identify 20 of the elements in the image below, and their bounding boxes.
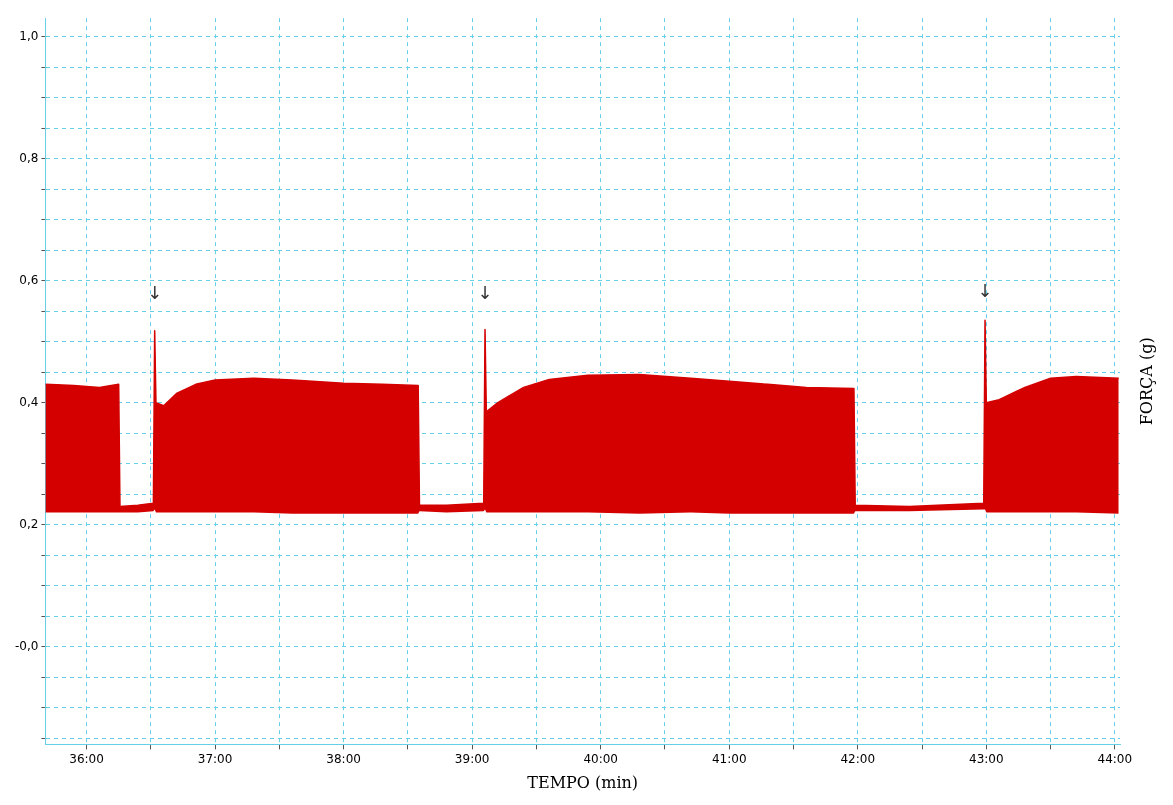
annotation: ↓ [477,282,493,304]
y-tick-label: 0,8 [19,150,39,165]
x-tick-label: 40:00 [583,751,618,766]
y-axis-title: FORÇA (g) [1137,337,1157,426]
x-tick-label: 37:00 [197,751,233,766]
y-tick-label: 0,2 [19,516,39,531]
x-tick-label: 36:00 [69,751,104,766]
annotation: ↓ [147,282,163,304]
x-tick-label: 44:00 [1097,751,1133,766]
x-tick-label: 38:00 [326,751,361,766]
y-tick-label: 0,4 [19,394,39,409]
annotation: ↓ [977,279,993,301]
y-tick-label: -0,0 [14,638,39,653]
x-tick-label: 39:00 [454,751,490,766]
y-tick-label: 1,0 [19,28,39,43]
y-tick-label: 0,6 [19,272,39,287]
x-axis-title: TEMPO (min) [527,772,639,792]
x-tick-label: 43:00 [969,751,1004,766]
x-tick-label: 41:00 [711,751,747,766]
x-tick-label: 42:00 [840,751,876,766]
